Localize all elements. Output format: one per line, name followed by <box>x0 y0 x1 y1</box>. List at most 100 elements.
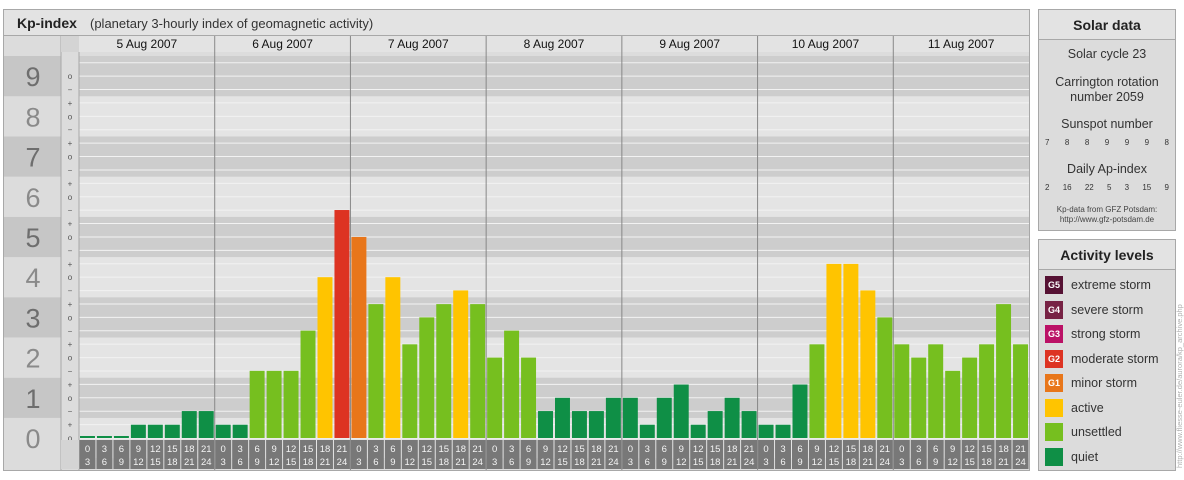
hour-end-label: 15 <box>829 457 840 468</box>
hour-end-label: 3 <box>899 457 904 468</box>
hour-start-label: 0 <box>628 444 633 455</box>
day-header-bg <box>79 36 1029 52</box>
y-minor-tick-label: o <box>68 153 73 162</box>
hour-cell <box>435 440 452 469</box>
kp-bar <box>300 330 316 438</box>
kp-bar <box>622 397 638 438</box>
hour-start-label: 6 <box>254 444 259 455</box>
hour-cell <box>792 440 808 469</box>
y-minor-tick-label: − <box>68 287 73 296</box>
kp-bar <box>707 411 723 438</box>
hour-start-label: 18 <box>863 444 874 455</box>
hour-cell <box>384 440 401 469</box>
hour-end-label: 15 <box>557 457 568 468</box>
hour-end-label: 9 <box>526 457 531 468</box>
legend-item-moderate-storm: G2 moderate storm <box>1045 349 1175 370</box>
hour-end-label: 18 <box>167 457 178 468</box>
hour-start-label: 6 <box>390 444 395 455</box>
activity-levels-title: Activity levels <box>1039 240 1175 270</box>
kp-bar <box>215 424 231 438</box>
legend-label: minor storm <box>1071 376 1137 390</box>
y-minor-tick-label: + <box>68 340 73 349</box>
hour-cell <box>232 440 249 469</box>
hour-end-label: 15 <box>693 457 704 468</box>
hour-end-label: 18 <box>981 457 992 468</box>
kp-title: Kp-index <box>17 15 77 31</box>
hour-start-label: 15 <box>710 444 721 455</box>
kp-bar <box>979 344 995 438</box>
hour-end-label: 15 <box>150 457 161 468</box>
hour-end-label: 9 <box>119 457 124 468</box>
kp-bar <box>673 384 689 438</box>
hour-end-label: 9 <box>390 457 395 468</box>
kp-bar <box>80 436 95 438</box>
ap-value: 9 <box>1164 183 1169 192</box>
y-minor-tick-label: − <box>68 86 73 95</box>
hour-end-label: 24 <box>608 457 619 468</box>
sunspot-label: Sunspot number <box>1061 117 1153 131</box>
hour-cell <box>350 440 367 469</box>
hour-end-label: 12 <box>676 457 687 468</box>
hour-cell <box>741 440 758 469</box>
kp-bar <box>775 424 791 438</box>
hour-cell <box>690 440 707 469</box>
legend-label: extreme storm <box>1071 278 1151 292</box>
hour-start-label: 15 <box>846 444 857 455</box>
day-label: 6 Aug 2007 <box>252 37 313 51</box>
hour-cell <box>520 440 537 469</box>
kp-bar <box>928 344 944 438</box>
data-credit-url[interactable]: http://www.gfz-potsdam.de <box>1059 215 1155 224</box>
hour-cell <box>707 440 724 469</box>
day-label: 7 Aug 2007 <box>388 37 449 51</box>
solar-cycle-text: Solar cycle 23 <box>1067 47 1147 61</box>
hour-start-label: 6 <box>119 444 124 455</box>
hour-start-label: 0 <box>356 444 361 455</box>
kp-bar <box>945 370 961 438</box>
kp-bar <box>249 370 265 438</box>
sunspot-value: 9 <box>1124 138 1130 147</box>
kp-bar <box>402 344 418 438</box>
kp-bar <box>1013 344 1028 438</box>
kp-bar <box>436 304 452 438</box>
ap-value: 15 <box>1142 183 1152 192</box>
day-label: 5 Aug 2007 <box>116 37 177 51</box>
y-minor-tick-label: − <box>68 407 73 416</box>
hour-end-label: 3 <box>492 457 497 468</box>
y-major-band <box>4 176 61 217</box>
y-minor-tick-label: − <box>68 367 73 376</box>
y-minor-tick-label: o <box>68 394 73 403</box>
hour-end-label: 12 <box>269 457 280 468</box>
kp-bar <box>555 397 570 438</box>
hour-cell <box>910 440 927 469</box>
hour-start-label: 6 <box>797 444 802 455</box>
y-major-band <box>4 216 61 258</box>
kp-bar <box>113 436 129 438</box>
hour-start-label: 18 <box>184 444 195 455</box>
hour-cell <box>571 440 588 469</box>
kp-bar <box>758 424 774 438</box>
sunspot-value: 9 <box>1104 138 1110 147</box>
kp-bar <box>996 304 1012 438</box>
hour-start-label: 9 <box>407 444 412 455</box>
hour-end-label: 6 <box>238 457 243 468</box>
kp-bar <box>724 397 740 438</box>
hour-cell <box>876 440 893 469</box>
hour-start-label: 9 <box>814 444 819 455</box>
kp-bar <box>266 370 282 438</box>
hour-start-label: 21 <box>744 444 755 455</box>
kp-bar <box>792 384 808 438</box>
y-major-band <box>4 377 61 418</box>
legend-item-quiet: quiet <box>1045 447 1175 468</box>
kp-bar <box>843 263 859 438</box>
legend-item-unsettled: unsettled <box>1045 423 1175 443</box>
kp-bar <box>538 411 553 438</box>
hour-start-label: 15 <box>303 444 314 455</box>
hour-start-label: 21 <box>337 444 348 455</box>
y-minor-tick-label: − <box>68 166 73 175</box>
y-tick-label: 4 <box>25 263 40 293</box>
y-minor-tick-label: + <box>68 220 73 229</box>
hour-end-label: 21 <box>591 457 602 468</box>
kp-bar <box>588 411 604 438</box>
y-minor-tick-label: o <box>68 354 73 363</box>
hour-start-label: 9 <box>271 444 276 455</box>
